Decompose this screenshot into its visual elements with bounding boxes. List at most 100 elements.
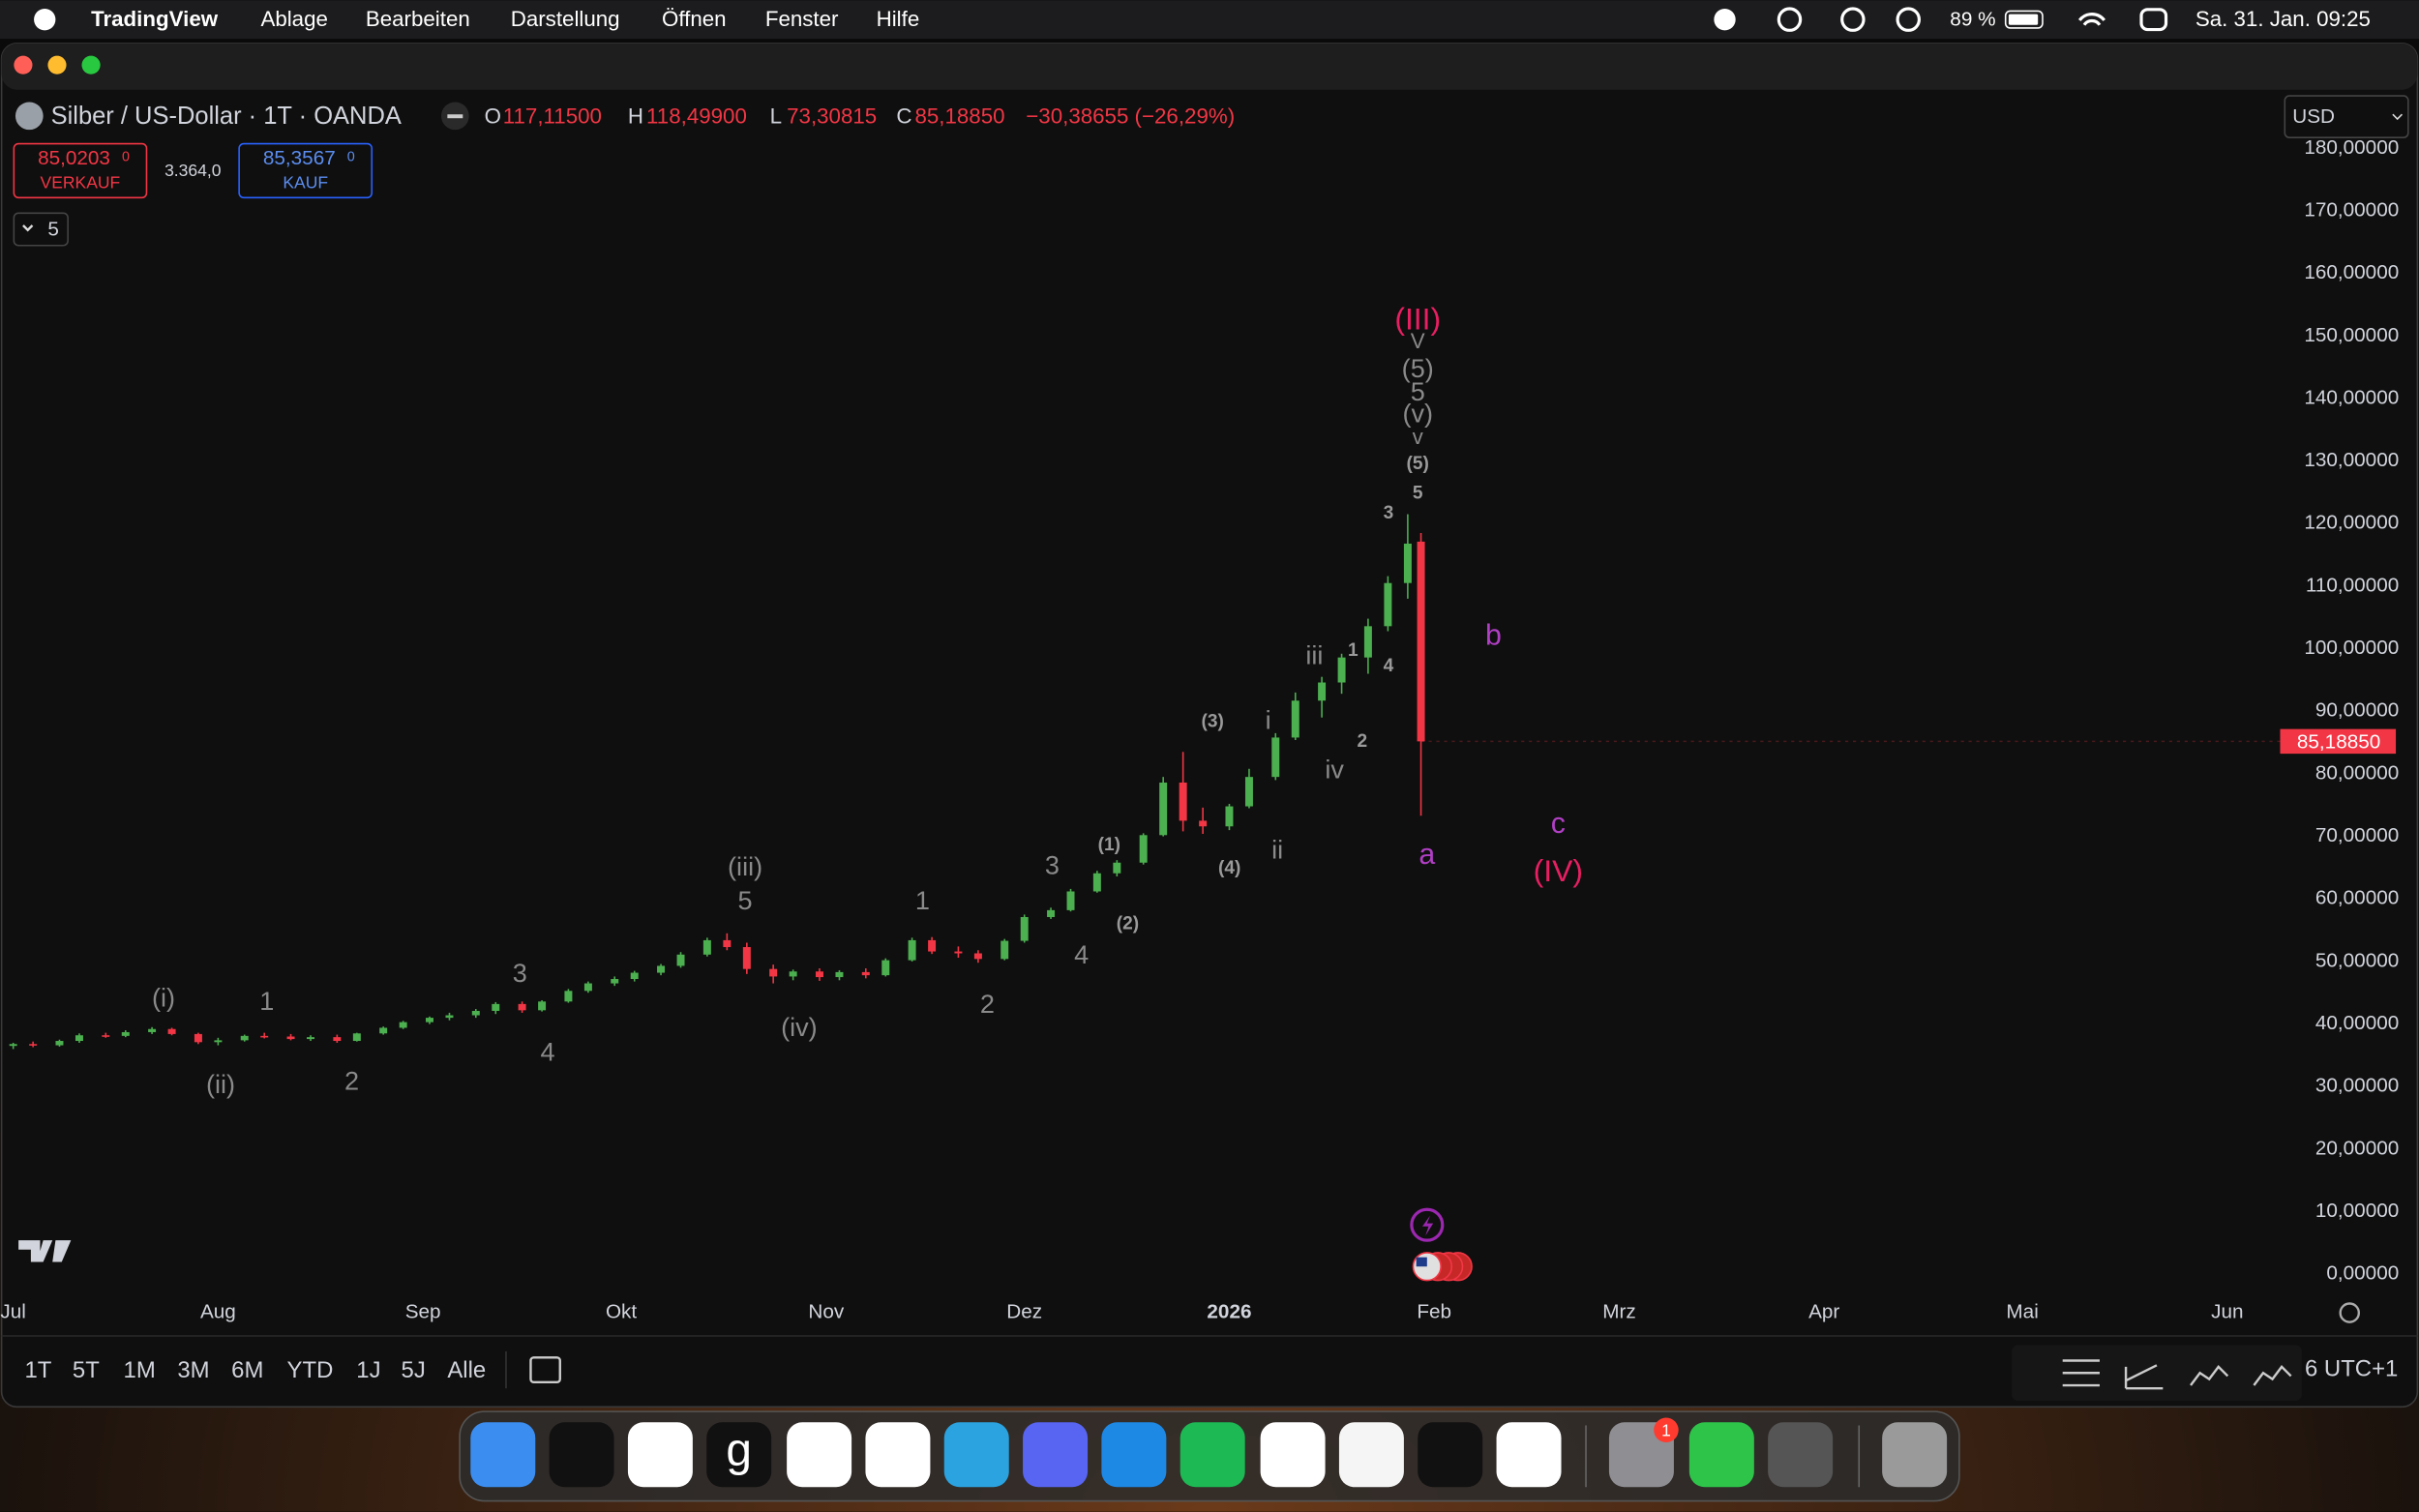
dock-icon[interactable]: [1180, 1422, 1245, 1488]
wave-label: (ii): [206, 1069, 235, 1099]
candle-body: [1384, 582, 1392, 627]
wave-label: a: [1419, 839, 1435, 871]
candle-body: [399, 1022, 407, 1028]
close-button[interactable]: [14, 55, 33, 74]
y-tick-label: 80,00000: [2315, 761, 2399, 784]
dock-icon[interactable]: [1023, 1422, 1089, 1488]
candle-body: [1363, 626, 1372, 658]
wave-label: iv: [1325, 755, 1344, 785]
buy-button[interactable]: [238, 142, 373, 199]
wave-label: 4: [1384, 656, 1394, 676]
y-tick-label: 10,00000: [2315, 1200, 2399, 1222]
candle-body: [1066, 891, 1075, 910]
menubar: [0, 0, 2419, 40]
menu-item[interactable]: Bearbeiten: [366, 7, 470, 31]
candle-body: [1417, 541, 1425, 742]
wave-label: 3: [1045, 849, 1060, 879]
wave-label: 4: [540, 1036, 554, 1066]
dock-icon[interactable]: [1496, 1422, 1562, 1488]
candle-body: [835, 971, 844, 978]
y-tick-label: 170,00000: [2304, 198, 2399, 221]
candle-body: [1225, 806, 1234, 827]
timeframe-button[interactable]: 1J: [356, 1357, 380, 1383]
ohlc-label: C: [896, 104, 911, 128]
dock-icon[interactable]: [470, 1422, 536, 1488]
x-tick-label: Mai: [2006, 1301, 2038, 1323]
timeframe-button[interactable]: 3M: [177, 1357, 209, 1383]
timeframe-button[interactable]: 1M: [124, 1357, 156, 1383]
buy-price: 85,3567: [263, 147, 336, 169]
wave-label: (III): [1394, 301, 1441, 336]
wave-label: V: [1411, 329, 1425, 353]
y-tick-label: 110,00000: [2306, 574, 2399, 596]
wave-label: (5): [1402, 353, 1434, 383]
candle-body: [973, 953, 982, 960]
y-tick-label: 100,00000: [2304, 637, 2399, 659]
x-tick-label: Apr: [1808, 1301, 1839, 1323]
dock-icon[interactable]: [706, 1422, 772, 1488]
wave-label: 1: [915, 885, 930, 915]
dock-icon[interactable]: [1882, 1422, 1948, 1488]
candle-body: [55, 1041, 64, 1046]
candle-body: [1199, 820, 1208, 827]
dock-icon[interactable]: [1338, 1422, 1404, 1488]
dock-icon[interactable]: [627, 1422, 693, 1488]
dock-icon[interactable]: [1688, 1422, 1754, 1488]
candle-body: [260, 1035, 269, 1038]
timeframe-button[interactable]: 1T: [25, 1357, 52, 1383]
minimize-button[interactable]: [47, 55, 67, 74]
wave-label: 2: [980, 989, 995, 1019]
economic-events[interactable]: [1412, 1252, 1473, 1282]
app-name[interactable]: TradingView: [91, 7, 219, 31]
y-tick-label: 50,00000: [2315, 949, 2399, 971]
sell-button[interactable]: [13, 142, 148, 199]
dock-icon[interactable]: [1101, 1422, 1167, 1488]
symbol-title[interactable]: Silber / US-Dollar · 1T · OANDA: [51, 103, 402, 130]
dock-icon[interactable]: [549, 1422, 614, 1488]
menu-item[interactable]: Hilfe: [877, 7, 920, 31]
timeframe-button[interactable]: Alle: [447, 1357, 486, 1383]
dock-icon[interactable]: [943, 1422, 1009, 1488]
candle-body: [538, 1001, 547, 1011]
date-range-icon[interactable]: [529, 1356, 561, 1384]
wave-label: 1: [259, 986, 274, 1016]
indicator-toggle[interactable]: [13, 212, 69, 247]
x-tick-label: Mrz: [1602, 1301, 1636, 1323]
timeframe-button[interactable]: YTD: [287, 1357, 334, 1383]
wave-label: (i): [152, 983, 175, 1013]
candle-body: [611, 979, 619, 984]
candle-body: [286, 1036, 295, 1040]
candle-body: [167, 1028, 176, 1034]
timeframe-button[interactable]: 6M: [231, 1357, 263, 1383]
dock-icon[interactable]: [1418, 1422, 1483, 1488]
currency-select[interactable]: [2284, 95, 2409, 138]
candle-body: [676, 954, 685, 966]
notification-badge: [1654, 1417, 1679, 1443]
y-tick-label: 90,00000: [2315, 699, 2399, 722]
candle-body: [352, 1033, 361, 1042]
timeframe-button[interactable]: 5J: [402, 1357, 426, 1383]
wave-label: (iii): [728, 851, 762, 881]
menu-item[interactable]: Öffnen: [662, 7, 727, 31]
menu-item[interactable]: Darstellung: [511, 7, 620, 31]
dock-icon[interactable]: [865, 1422, 931, 1488]
menu-item[interactable]: Fenster: [765, 7, 839, 31]
tool-icons[interactable]: [2062, 1359, 2292, 1390]
apple-logo[interactable]: [34, 9, 56, 31]
dock-icon[interactable]: [1260, 1422, 1326, 1488]
timezone[interactable]: 6 UTC+1: [2305, 1355, 2398, 1381]
timeframe-button[interactable]: 5T: [73, 1357, 100, 1383]
candle-body: [75, 1035, 83, 1042]
dock-icon[interactable]: [787, 1422, 852, 1488]
settings-icon[interactable]: [2339, 1302, 2361, 1323]
zoom-button[interactable]: [81, 55, 101, 74]
ohlc-value: 117,11500: [503, 104, 602, 128]
menu-item[interactable]: Ablage: [260, 7, 327, 31]
dock-icon[interactable]: [1768, 1422, 1834, 1488]
hide-icon: [447, 114, 463, 119]
wave-label: 4: [1074, 939, 1089, 969]
wave-label: v: [1413, 425, 1424, 449]
wave-label: ii: [1271, 835, 1283, 865]
event-icon[interactable]: [1410, 1207, 1445, 1242]
